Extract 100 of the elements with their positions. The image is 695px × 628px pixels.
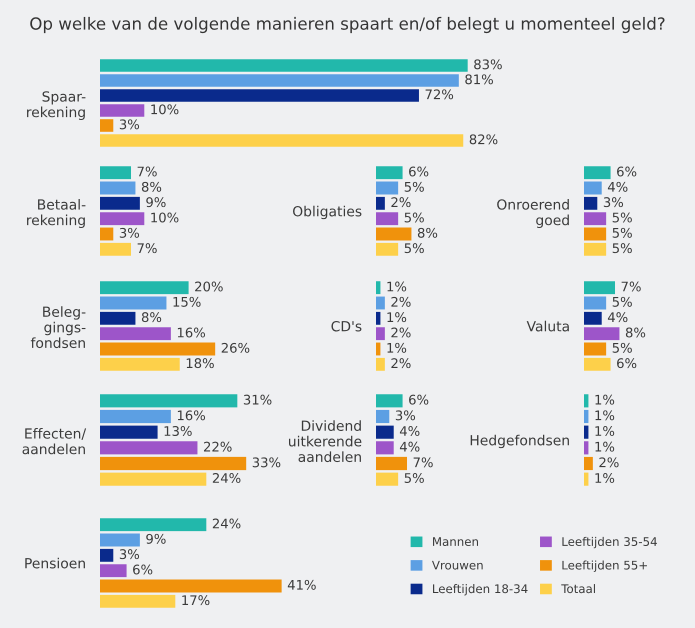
y-tick-label: Pensioen bbox=[25, 558, 85, 568]
bar bbox=[100, 296, 166, 310]
data-label: 17% bbox=[182, 595, 210, 606]
legend-label: Leeftijden 18-34 bbox=[433, 584, 528, 596]
data-label: 22% bbox=[204, 442, 232, 452]
data-label: 5% bbox=[612, 296, 632, 307]
bar bbox=[376, 441, 394, 454]
data-label: 81% bbox=[465, 74, 493, 84]
y-tick-label: Valuta bbox=[526, 320, 569, 332]
bar bbox=[100, 119, 114, 132]
data-label: 1% bbox=[595, 410, 614, 420]
data-label: 6% bbox=[617, 358, 636, 368]
bar bbox=[100, 410, 171, 424]
bar bbox=[100, 594, 176, 608]
data-label: 2% bbox=[391, 197, 411, 208]
bar bbox=[100, 358, 180, 371]
data-label: 3% bbox=[604, 197, 624, 208]
data-label: 6% bbox=[617, 166, 636, 176]
legend-label: Leeftijden 35-54 bbox=[562, 536, 657, 548]
data-label: 18% bbox=[186, 358, 214, 368]
bar bbox=[376, 456, 408, 470]
data-label: 41% bbox=[288, 580, 316, 590]
bar bbox=[100, 104, 144, 117]
data-label: 1% bbox=[387, 342, 406, 353]
legend-label: Mannen bbox=[433, 537, 478, 546]
bar bbox=[376, 196, 385, 210]
data-label: 20% bbox=[195, 282, 223, 292]
data-label: 72% bbox=[426, 89, 454, 100]
y-tick-label: CD's bbox=[331, 320, 362, 332]
bar bbox=[584, 196, 598, 210]
bar bbox=[376, 242, 398, 256]
bar bbox=[100, 134, 464, 147]
bar bbox=[584, 182, 602, 194]
data-label: 5% bbox=[612, 228, 632, 238]
data-label: 1% bbox=[387, 282, 406, 292]
chart-title: Op welke van de volgende manieren spaart en/of belegt u momenteel geld? bbox=[30, 16, 665, 34]
bar bbox=[584, 242, 606, 256]
bar bbox=[100, 212, 144, 226]
bar bbox=[100, 548, 114, 562]
data-label: 4% bbox=[608, 312, 628, 322]
bar bbox=[100, 534, 140, 546]
bar bbox=[376, 410, 390, 424]
data-label: 1% bbox=[595, 442, 614, 452]
bar bbox=[376, 426, 394, 439]
legend-label: Vrouwen bbox=[432, 560, 483, 570]
data-label: 5% bbox=[404, 243, 424, 254]
data-label: 5% bbox=[404, 473, 424, 483]
bar bbox=[584, 166, 611, 180]
data-label: 2% bbox=[599, 457, 619, 468]
data-label: 83% bbox=[474, 59, 502, 70]
data-label: 1% bbox=[595, 473, 614, 483]
data-label: 4% bbox=[400, 426, 420, 436]
data-label: 7% bbox=[414, 457, 433, 468]
bar bbox=[376, 472, 398, 486]
bar bbox=[376, 212, 398, 226]
data-label: 26% bbox=[222, 342, 250, 353]
data-label: 2% bbox=[391, 296, 411, 307]
bar bbox=[100, 281, 189, 294]
data-label: 1% bbox=[595, 426, 614, 436]
bar bbox=[584, 212, 606, 226]
bar bbox=[100, 342, 216, 356]
y-tick-label: Dividend uitkerende aandelen bbox=[288, 420, 362, 462]
data-label: 9% bbox=[146, 197, 166, 208]
y-tick-label: Spaar- rekening bbox=[27, 91, 86, 120]
data-label: 5% bbox=[612, 342, 632, 353]
y-tick-label: Obligaties bbox=[293, 206, 362, 220]
data-label: 3% bbox=[396, 410, 416, 420]
bar bbox=[100, 196, 140, 210]
data-label: 10% bbox=[151, 104, 178, 114]
bar bbox=[376, 166, 403, 180]
bar bbox=[100, 182, 136, 194]
bar bbox=[100, 580, 282, 592]
data-label: 8% bbox=[142, 182, 162, 192]
bar bbox=[100, 166, 132, 180]
bar bbox=[584, 281, 616, 294]
data-label: 13% bbox=[164, 426, 192, 436]
data-label: 7% bbox=[622, 282, 641, 292]
bar bbox=[100, 242, 132, 256]
data-label: 5% bbox=[612, 212, 632, 222]
bar bbox=[376, 228, 412, 240]
bar bbox=[584, 327, 620, 340]
bar bbox=[100, 59, 468, 72]
data-label: 16% bbox=[178, 328, 206, 338]
data-label: 8% bbox=[626, 328, 646, 338]
bar bbox=[100, 564, 127, 578]
data-label: 82% bbox=[470, 134, 498, 144]
bar bbox=[100, 228, 114, 240]
y-tick-label: Onroerend goed bbox=[497, 199, 569, 228]
data-label: 33% bbox=[252, 457, 280, 468]
y-tick-label: Betaal- rekening bbox=[27, 199, 86, 228]
data-label: 10% bbox=[151, 212, 178, 222]
data-label: 7% bbox=[138, 243, 157, 254]
y-tick-label: Hedgefondsen bbox=[470, 434, 569, 448]
data-label: 31% bbox=[244, 394, 272, 405]
bar bbox=[584, 342, 606, 356]
bar bbox=[100, 394, 238, 408]
bar bbox=[584, 228, 606, 240]
bar bbox=[100, 518, 206, 532]
bar bbox=[100, 89, 419, 102]
bar bbox=[376, 394, 403, 408]
